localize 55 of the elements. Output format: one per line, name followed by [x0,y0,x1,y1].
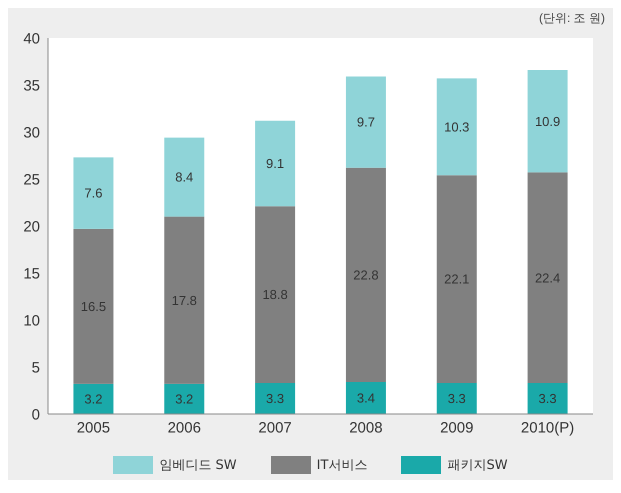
y-tick-label: 25 [23,171,40,188]
x-tick-label: 2008 [349,420,383,437]
data-label: 3.4 [356,390,375,406]
data-label: 22.8 [353,267,379,282]
y-tick-label: 0 [32,406,40,424]
bar [255,206,296,383]
data-label: 22.1 [444,272,470,287]
data-label: 9.7 [356,114,375,130]
data-label: 16.5 [80,298,106,314]
y-tick-label: 30 [23,124,40,142]
text: (단위: 조 원) [539,11,605,25]
bar [255,120,296,206]
bar [73,384,114,414]
y-tick-label: 40 [23,30,40,48]
legend-label: IT서비스 [316,457,368,474]
x-tick-label: 2005 [76,420,110,437]
bar [164,138,204,217]
x-tick-label: 2010(P) [520,420,574,437]
data-label: 7.6 [84,186,102,201]
data-label: 9.1 [266,156,284,172]
bar [436,175,477,383]
data-label: 18.8 [262,287,288,302]
y-tick-label: 10 [23,312,40,330]
x-tick-label: 2009 [440,420,474,437]
bar [164,216,204,384]
data-label: 3.2 [175,392,194,407]
legend-label: 임베디드 SW [159,457,237,474]
data-label: 17.8 [172,292,197,308]
y-tick-label: 15 [23,265,40,282]
y-tick-label: 5 [32,359,40,376]
bar [73,157,114,229]
bar [528,172,568,383]
bar [346,382,386,414]
data-label: 10.3 [444,119,470,134]
bar [346,76,386,168]
y-tick-label: 35 [23,77,40,94]
data-label: 22.4 [534,270,560,286]
bar [528,70,568,172]
data-label: 3.2 [84,392,102,407]
y-tick-label: 20 [23,218,40,236]
data-label: 8.4 [175,170,194,185]
legend-label: 패키지SW [447,457,508,474]
data-label: 10.9 [534,114,560,129]
data-label: 3.3 [266,391,284,406]
data-label: 3.3 [538,391,557,406]
bar [164,384,204,414]
bar [346,168,386,382]
bar [255,382,296,414]
bar [528,382,568,414]
bar [436,382,477,414]
x-tick-label: 2007 [258,420,292,437]
x-tick-label: 2006 [168,420,201,437]
bar [73,228,114,384]
data-label: 3.3 [448,391,466,406]
bar [436,78,477,176]
